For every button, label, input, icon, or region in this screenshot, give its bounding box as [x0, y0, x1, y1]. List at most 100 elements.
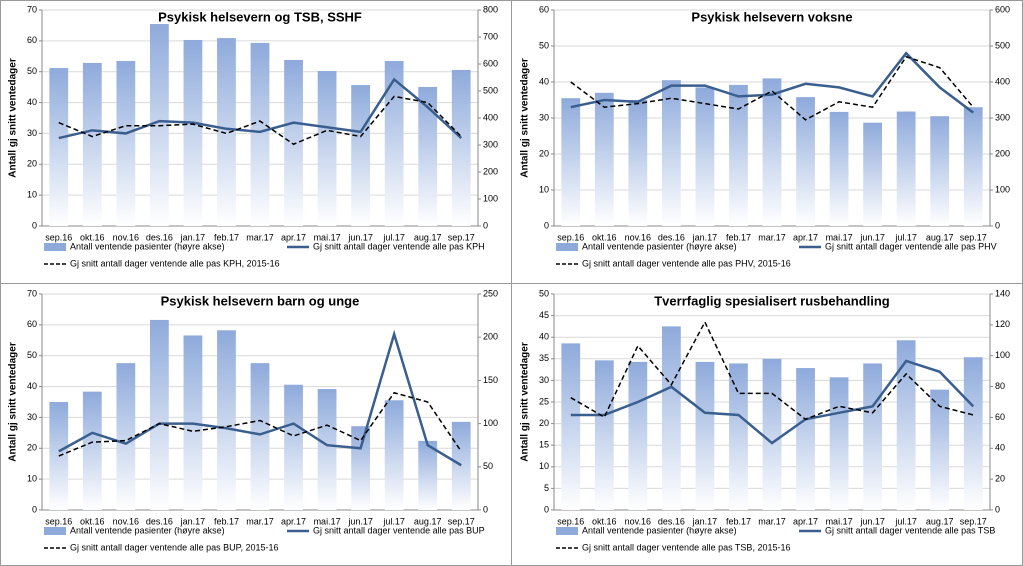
chart: 0 10 20 30 40 50 60 70 0 50 100 150 200 250 Antall gj …: [8, 288, 498, 552]
x-tick-label: des.16: [658, 516, 685, 526]
y-tick-label: 60: [27, 35, 37, 45]
bar: [863, 122, 883, 226]
x-tick-label: sep.16: [557, 232, 584, 242]
x-tick-label: feb.17: [726, 516, 751, 526]
bar: [317, 389, 337, 510]
x-tick-label: aug.17: [414, 232, 442, 242]
line-series: [58, 391, 462, 457]
y-tick-label: 60: [27, 319, 37, 329]
y2-tick-label: 0: [995, 220, 1000, 230]
bar: [284, 384, 303, 510]
bar: [149, 319, 169, 510]
bar: [863, 363, 883, 510]
y2-tick-label: 140: [995, 288, 1010, 298]
bar: [729, 84, 748, 226]
chart-title: Psykisk helsevern voksne: [691, 9, 852, 24]
bar: [896, 340, 916, 510]
y-tick-label: 0: [544, 220, 549, 230]
x-tick-label: jun.17: [859, 232, 885, 242]
x-tick-label: des.16: [146, 232, 173, 242]
legend-label: Gj snitt antall dager ventende alle pas …: [70, 258, 280, 268]
bar: [896, 111, 916, 226]
x-tick-label: mai.17: [826, 516, 853, 526]
y-tick-label: 50: [539, 40, 549, 50]
y2-tick-label: 60: [995, 412, 1005, 422]
y-tick-label: 20: [539, 148, 549, 158]
line-series: [570, 55, 974, 121]
bar: [661, 326, 681, 510]
bar: [695, 361, 715, 510]
x-tick-label: nov.16: [113, 516, 139, 526]
y-tick-label: 50: [27, 350, 37, 360]
y-tick-label: 25: [539, 396, 549, 406]
x-tick-label: nov.16: [113, 232, 139, 242]
y2-tick-label: 500: [995, 40, 1010, 50]
x-tick-label: mar.17: [246, 232, 274, 242]
y2-tick-label: 0: [995, 504, 1000, 514]
y-tick-label: 10: [539, 184, 549, 194]
y2-tick-label: 300: [483, 139, 498, 149]
y-tick-label: 20: [27, 159, 37, 169]
x-tick-label: feb.17: [214, 232, 239, 242]
line-series: [58, 77, 463, 140]
bar: [628, 100, 648, 226]
x-tick-label: aug.17: [926, 516, 954, 526]
y-tick-label: 70: [27, 4, 37, 14]
y-tick-label: 70: [27, 288, 37, 298]
y2-tick-label: 200: [995, 148, 1010, 158]
y-tick-label: 30: [539, 375, 549, 385]
y-tick-label: 20: [539, 418, 549, 428]
y2-tick-label: 100: [995, 184, 1010, 194]
y2-tick-label: 700: [483, 31, 498, 41]
x-tick-label: okt.16: [592, 232, 617, 242]
bar: [250, 42, 270, 226]
bar: [762, 358, 782, 510]
y2-tick-label: 100: [995, 350, 1010, 360]
bar: [729, 363, 748, 510]
bar: [829, 377, 849, 510]
x-tick-label: sep.17: [960, 516, 987, 526]
legend-label: Gj snitt antall dager ventende alle pas …: [70, 542, 278, 552]
bar: [250, 363, 270, 510]
y-tick-label: 50: [27, 66, 37, 76]
bar: [82, 62, 102, 226]
x-tick-label: apr.17: [793, 516, 818, 526]
x-tick-label: jan.17: [692, 516, 718, 526]
x-tick-label: apr.17: [281, 232, 306, 242]
legend-label: Gj snitt antall dager ventende alle pas …: [313, 241, 485, 251]
y2-tick-label: 200: [483, 166, 498, 176]
bar: [49, 68, 69, 226]
x-tick-label: jul.17: [382, 516, 405, 526]
y2-tick-label: 100: [483, 193, 498, 203]
bar: [183, 39, 203, 226]
legend-label: Antall ventende pasienter (høyre akse): [70, 241, 225, 251]
legend-label: Antall ventende pasienter (høyre akse): [582, 241, 737, 251]
y2-tick-label: 300: [995, 112, 1010, 122]
bar: [594, 92, 614, 226]
y-tick-label: 30: [27, 128, 37, 138]
y-tick-label: 30: [539, 112, 549, 122]
line-series: [58, 329, 462, 467]
x-tick-label: sep.16: [45, 232, 72, 242]
y2-tick-label: 500: [483, 85, 498, 95]
y2-tick-label: 40: [995, 443, 1005, 453]
y-tick-label: 40: [539, 76, 549, 86]
legend-label: Antall ventende pasienter (høyre akse): [582, 525, 737, 535]
bar: [796, 97, 815, 227]
x-tick-label: jan.17: [692, 232, 718, 242]
chart-title: Psykisk helsevern barn og unge: [161, 293, 360, 308]
y-tick-label: 50: [539, 288, 549, 298]
y-tick-label: 20: [27, 443, 37, 453]
x-tick-label: des.16: [658, 232, 685, 242]
bar: [317, 71, 337, 227]
y2-tick-label: 50: [483, 461, 493, 471]
y-tick-label: 40: [27, 381, 37, 391]
x-tick-label: mai.17: [314, 516, 341, 526]
legend-label: Gj snitt antall dager ventende alle pas …: [825, 241, 997, 251]
x-tick-label: feb.17: [214, 516, 239, 526]
y2-tick-label: 250: [483, 288, 498, 298]
bar: [829, 111, 849, 226]
y2-tick-label: 150: [483, 375, 498, 385]
